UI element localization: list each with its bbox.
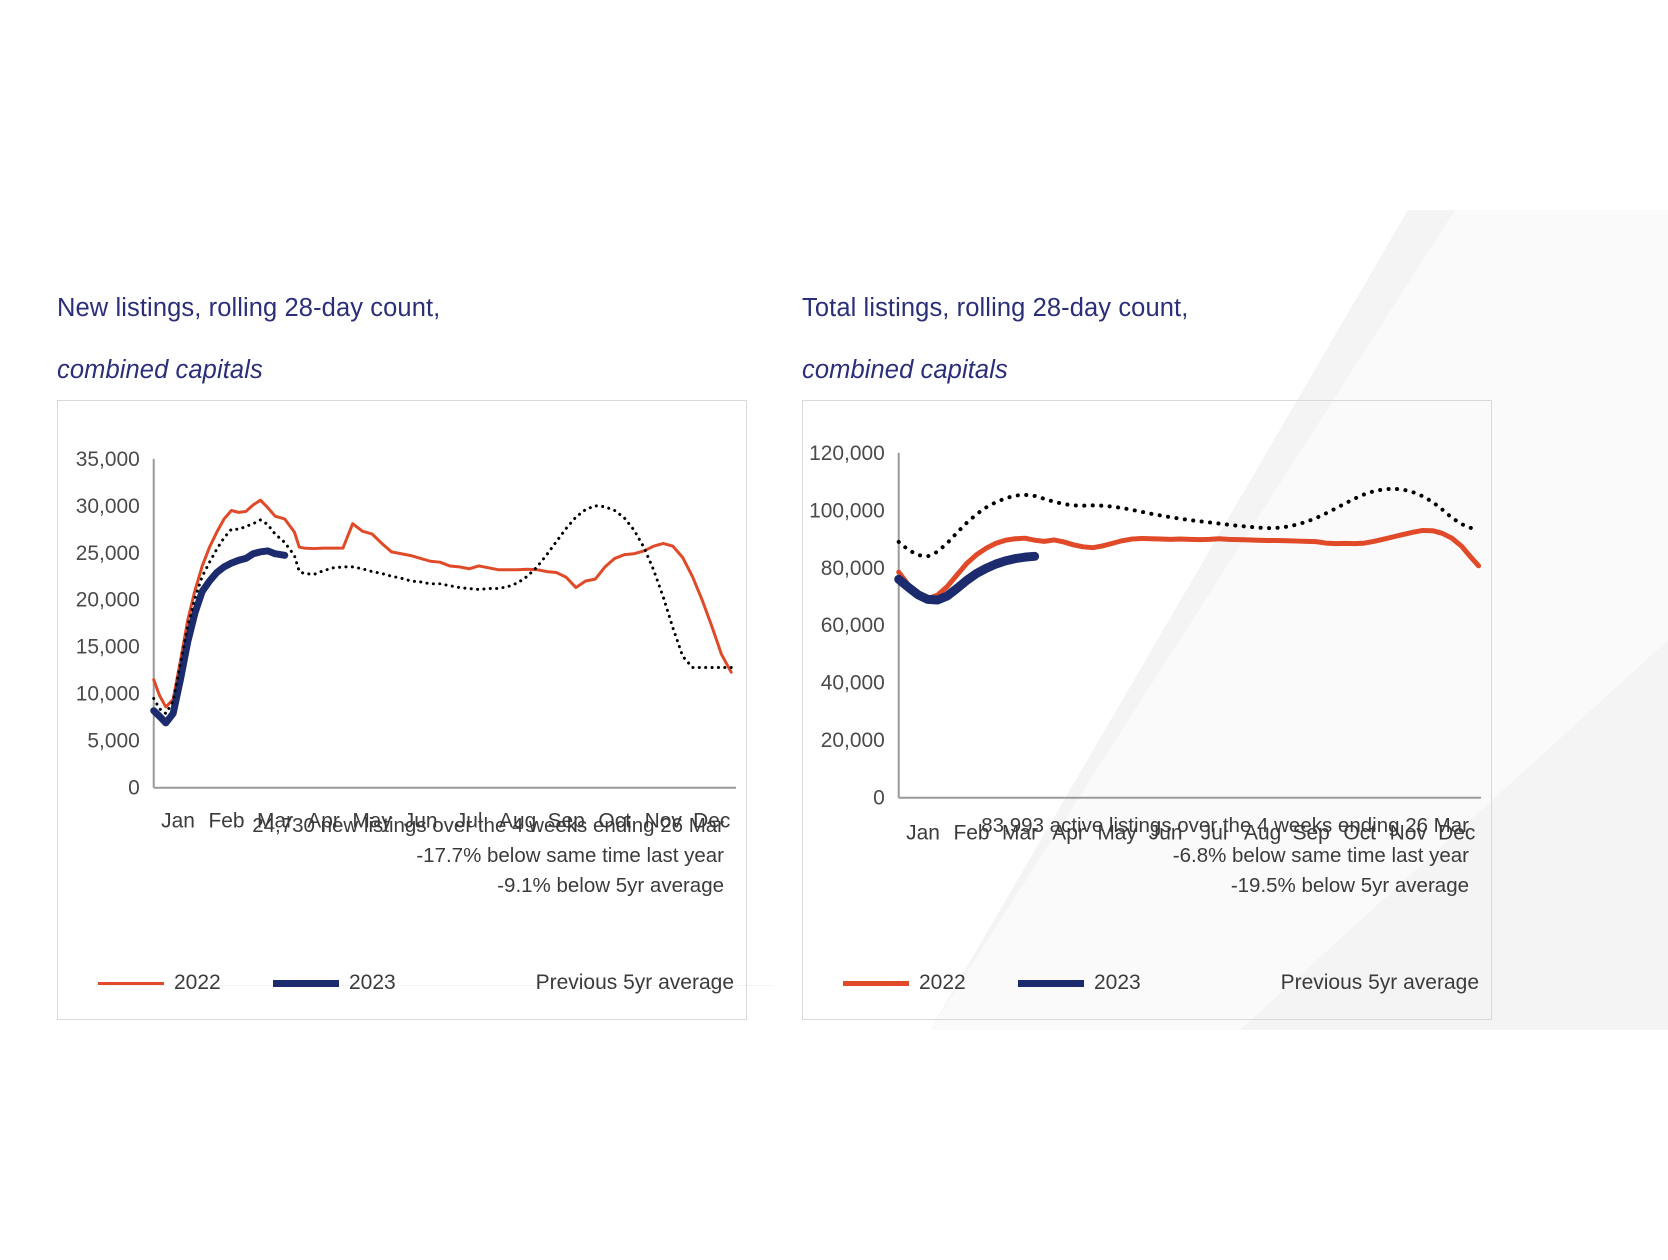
plot-canvas-total-listings: 0 20,000 40,000 60,000 80,000 100,000 120,000 J…: [803, 401, 1491, 1019]
legend-swatch-2023-icon: [272, 979, 339, 987]
plot-area-total-listings: 0 20,000 40,000 60,000 80,000 100,000 120,000 J…: [802, 400, 1492, 1020]
x-axis-tick-label: Dec: [693, 810, 730, 833]
annotation-line-1: 83,993 active listings over the 4 weeks …: [981, 814, 1469, 837]
y-axis-tick-label: 100,000: [809, 499, 885, 522]
x-axis-tick-label: Nov: [1390, 822, 1428, 845]
legend-label-2022: 2022: [919, 971, 966, 994]
chart-panel-new-listings: New listings, rolling 28-day count, comb…: [57, 262, 747, 1020]
legend-total-listings: 2022 2023 Previous 5yr average: [843, 971, 1479, 995]
y-axis-tick-label: 120,000: [809, 442, 885, 465]
x-axis-tick-label: Feb: [953, 822, 989, 845]
y-axis-tick-label: 30,000: [76, 495, 140, 518]
y-axis-tick-label: 20,000: [76, 589, 140, 612]
annotation-line-3: -19.5% below 5yr average: [1230, 874, 1469, 897]
legend-item-2022[interactable]: 2022: [843, 971, 966, 995]
legend-item-5yr-average[interactable]: Previous 5yr average: [460, 971, 734, 995]
y-axis-tick-label: 0: [873, 787, 885, 810]
x-axis-tick-label: Mar: [257, 810, 293, 833]
legend-new-listings: 2022 2023 Previous 5yr average: [98, 971, 734, 995]
legend-item-2023[interactable]: 2023: [1017, 971, 1141, 995]
legend-item-2023[interactable]: 2023: [272, 971, 396, 995]
chart-panel-total-listings: Total listings, rolling 28-day count, co…: [802, 262, 1492, 1020]
legend-swatch-2022-icon: [843, 980, 909, 986]
annotation-new-listings: 24,730 new listings over the 4 weeks end…: [252, 811, 724, 901]
x-axis-tick-label: Oct: [1343, 822, 1376, 845]
y-axis-tick-label: 40,000: [821, 672, 885, 695]
y-axis-tick-label: 0: [128, 777, 140, 800]
series-line-2023: [150, 547, 289, 727]
series-line-2022: [896, 527, 1482, 602]
x-axis-tick-label: Oct: [598, 810, 631, 833]
legend-item-2022[interactable]: 2022: [98, 971, 221, 995]
series-line-previous-5yr-average: [152, 504, 733, 715]
chart-title-line2: combined capitals: [57, 356, 263, 384]
line-chart-new-listings: 0 5,000 10,000 15,000 20,000 25,000 30,000 35,0…: [76, 448, 737, 833]
x-axis-tick-label: Jan: [161, 810, 195, 833]
chart-title-line1: Total listings, rolling 28-day count,: [802, 294, 1189, 322]
annotation-total-listings: 83,993 active listings over the 4 weeks …: [981, 811, 1469, 901]
y-axis-tick-label: 15,000: [76, 636, 140, 659]
x-axis-tick-label: Aug: [1244, 822, 1281, 845]
x-axis-tick-label: Nov: [645, 810, 683, 833]
legend-label-2023: 2023: [348, 971, 396, 994]
plot-canvas-new-listings: 0 5,000 10,000 15,000 20,000 25,000 30,000 35,0…: [58, 401, 746, 1019]
x-axis-tick-label: Sep: [548, 810, 585, 833]
legend-swatch-2023-icon: [1017, 979, 1084, 987]
x-axis-tick-label: Dec: [1438, 822, 1475, 845]
x-axis-tick-label: May: [1097, 822, 1137, 845]
y-axis-tick-label: 5,000: [87, 730, 139, 753]
series-line-2022: [152, 498, 733, 709]
legend-label-5yr-average: Previous 5yr average: [535, 971, 734, 994]
legend-swatch-2022-icon: [98, 981, 164, 985]
annotation-line-2: -17.7% below same time last year: [416, 844, 724, 867]
x-axis-tick-label: Jul: [456, 810, 483, 833]
plot-area-new-listings: 0 5,000 10,000 15,000 20,000 25,000 30,000 35,0…: [57, 400, 747, 1020]
chart-title-total-listings: Total listings, rolling 28-day count, co…: [802, 262, 1492, 386]
chart-title-line2: combined capitals: [802, 356, 1008, 384]
legend-label-5yr-average: Previous 5yr average: [1280, 971, 1479, 994]
x-axis-tick-label: Apr: [307, 810, 340, 833]
legend-label-2023: 2023: [1093, 971, 1141, 994]
x-axis-tick-label: Mar: [1002, 822, 1038, 845]
y-axis-tick-label: 80,000: [821, 557, 885, 580]
annotation-line-3: -9.1% below 5yr average: [497, 874, 724, 897]
x-axis-tick-label: May: [352, 810, 392, 833]
annotation-line-2: -6.8% below same time last year: [1172, 844, 1469, 867]
y-axis-tick-label: 35,000: [76, 448, 140, 471]
x-axis-tick-label: Jun: [1149, 822, 1183, 845]
x-axis-tick-label: Jun: [404, 810, 438, 833]
x-axis-tick-label: Sep: [1293, 822, 1330, 845]
x-axis-tick-label: Jan: [906, 822, 940, 845]
y-axis-tick-label: 10,000: [76, 683, 140, 706]
y-axis-tick-label: 20,000: [821, 729, 885, 752]
legend-item-5yr-average[interactable]: Previous 5yr average: [1205, 971, 1479, 995]
x-axis-tick-label: Apr: [1052, 822, 1085, 845]
x-axis-tick-label: Feb: [208, 810, 244, 833]
line-chart-total-listings: 0 20,000 40,000 60,000 80,000 100,000 120,000 J…: [809, 442, 1482, 845]
x-axis-tick-label: Aug: [499, 810, 536, 833]
decorative-rule: [100, 985, 772, 986]
x-axis-tick-label: Jul: [1201, 822, 1228, 845]
legend-label-2022: 2022: [174, 971, 221, 994]
y-axis-tick-label: 60,000: [821, 614, 885, 637]
chart-title-line1: New listings, rolling 28-day count,: [57, 294, 441, 322]
annotation-line-1: 24,730 new listings over the 4 weeks end…: [252, 814, 724, 837]
chart-title-new-listings: New listings, rolling 28-day count, comb…: [57, 262, 747, 386]
series-line-2023: [894, 551, 1040, 605]
y-axis-tick-label: 25,000: [76, 542, 140, 565]
